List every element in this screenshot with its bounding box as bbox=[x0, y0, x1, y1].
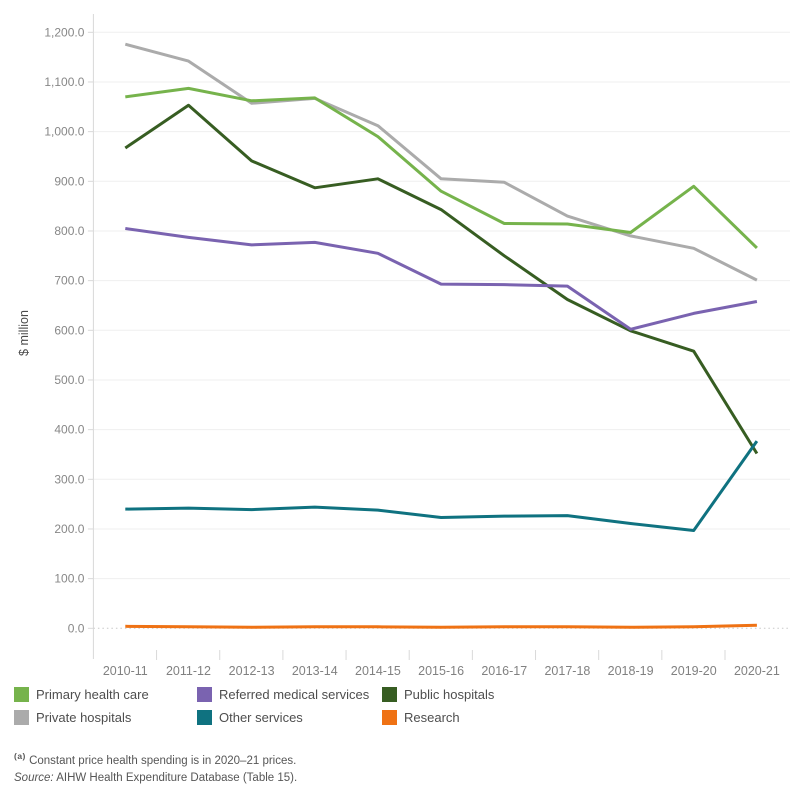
y-tick-label: 1,200.0 bbox=[44, 25, 84, 39]
y-tick-label: 500.0 bbox=[54, 373, 84, 387]
y-tick-label: 1,100.0 bbox=[44, 75, 84, 89]
legend-label: Referred medical services bbox=[219, 687, 370, 702]
legend-item-private-hospitals[interactable]: Private hospitals bbox=[14, 710, 197, 725]
legend-item-other-services[interactable]: Other services bbox=[197, 710, 382, 725]
legend-label: Private hospitals bbox=[36, 710, 132, 725]
y-tick-label: 200.0 bbox=[54, 522, 84, 536]
footnote-marker: (a) bbox=[14, 751, 26, 761]
data-series bbox=[124, 42, 759, 629]
y-tick-label: 800.0 bbox=[54, 224, 84, 238]
axes bbox=[87, 14, 726, 660]
x-tick-label: 2020-21 bbox=[734, 664, 780, 678]
source-label: Source: bbox=[14, 771, 54, 784]
source-line: Source: AIHW Health Expenditure Database… bbox=[14, 770, 297, 787]
x-tick-label: 2015-16 bbox=[418, 664, 464, 678]
legend-label: Public hospitals bbox=[404, 687, 495, 702]
y-tick-label: 100.0 bbox=[54, 572, 84, 586]
y-tick-label: 0.0 bbox=[68, 621, 85, 635]
x-tick-label: 2012-13 bbox=[229, 664, 275, 678]
axis-labels: 0.0 100.0 200.0 300.0 400.0 500.0 600.0 700.0 80… bbox=[44, 25, 780, 678]
legend-swatch-icon bbox=[14, 710, 29, 725]
series-line-other-services[interactable] bbox=[125, 440, 759, 532]
footnote-line: (a) Constant price health spending is in… bbox=[14, 748, 297, 770]
y-tick-label: 1,000.0 bbox=[44, 125, 84, 139]
footnote-text: Constant price health spending is in 202… bbox=[25, 754, 297, 767]
x-tick-label: 2017-18 bbox=[544, 664, 590, 678]
y-tick-label: 700.0 bbox=[54, 274, 84, 288]
x-tick-label: 2010-11 bbox=[103, 664, 148, 678]
legend-swatch-icon bbox=[382, 687, 397, 702]
legend-label: Primary health care bbox=[36, 687, 149, 702]
legend-swatch-icon bbox=[197, 687, 212, 702]
legend-swatch-icon bbox=[382, 710, 397, 725]
y-tick-label: 300.0 bbox=[54, 472, 84, 486]
gridlines bbox=[93, 31, 790, 629]
y-tick-label: 900.0 bbox=[54, 174, 84, 188]
x-tick-label: 2016-17 bbox=[481, 664, 527, 678]
x-tick-label: 2019-20 bbox=[671, 664, 717, 678]
source-text: AIHW Health Expenditure Database (Table … bbox=[53, 771, 298, 784]
x-tick-label: 2014-15 bbox=[355, 664, 401, 678]
footnotes: (a) Constant price health spending is in… bbox=[14, 748, 297, 787]
legend-swatch-icon bbox=[197, 710, 212, 725]
legend-item-referred-medical-services[interactable]: Referred medical services bbox=[197, 687, 382, 702]
legend-item-public-hospitals[interactable]: Public hospitals bbox=[382, 687, 494, 702]
y-tick-label: 600.0 bbox=[54, 323, 84, 337]
series-line-primary-health-care[interactable] bbox=[125, 86, 758, 249]
line-chart: 0.0 100.0 200.0 300.0 400.0 500.0 600.0 700.0 80… bbox=[17, 14, 790, 678]
y-tick-label: 400.0 bbox=[54, 423, 84, 437]
legend: Primary health care Referred medical serv… bbox=[14, 687, 494, 725]
legend-item-primary-health-care[interactable]: Primary health care bbox=[14, 687, 197, 702]
series-line-research[interactable] bbox=[125, 623, 757, 629]
series-line-private-hospitals[interactable] bbox=[124, 42, 758, 282]
x-tick-label: 2011-12 bbox=[166, 664, 211, 678]
legend-swatch-icon bbox=[14, 687, 29, 702]
x-tick-label: 2018-19 bbox=[608, 664, 654, 678]
legend-item-research[interactable]: Research bbox=[382, 710, 494, 725]
legend-label: Research bbox=[404, 710, 460, 725]
series-line-public-hospitals[interactable] bbox=[124, 103, 759, 455]
series-line-referred-medical-services[interactable] bbox=[125, 227, 758, 331]
legend-label: Other services bbox=[219, 710, 303, 725]
y-axis-title: $ million bbox=[17, 310, 31, 356]
x-tick-label: 2013-14 bbox=[292, 664, 338, 678]
